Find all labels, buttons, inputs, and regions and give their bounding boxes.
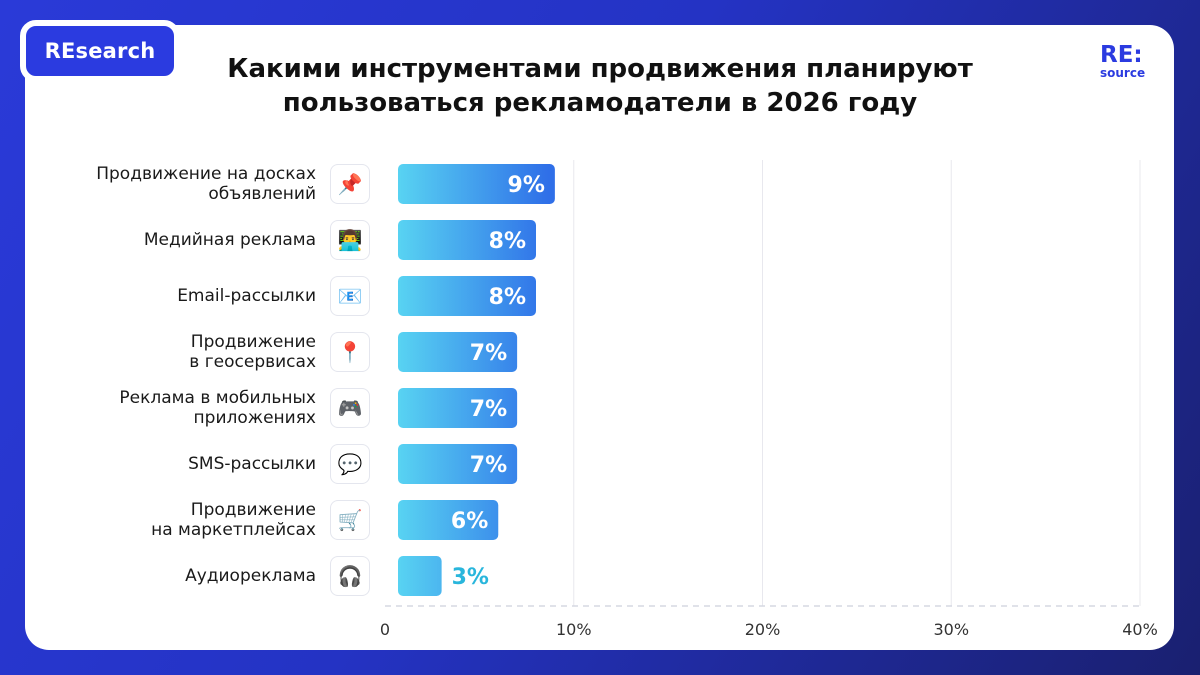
category-label: Email-рассылки [16,286,316,306]
category-label-line: Реклама в мобильных [119,388,316,408]
bar-value-label: 8% [489,229,526,254]
research-badge-label: REsearch [44,39,156,63]
bar-value-label: 7% [470,397,507,422]
category-label-line: SMS-рассылки [188,454,316,474]
category-label: Реклама в мобильных приложениях [16,388,316,428]
chart-title: Какими инструментами продвижения планиру… [200,52,1000,120]
category-label: SMS-рассылки [16,454,316,474]
shopping-cart-icon: 🛒 [330,500,370,540]
bar-value-label: 7% [470,453,507,478]
bar-value-label: 6% [451,509,488,534]
category-label-line: на маркетплейсах [151,520,316,540]
bar-8 [398,556,442,596]
chart-card [25,25,1174,650]
category-label-line: Продвижение на досках [96,164,316,184]
technologist-icon: 👨‍💻 [330,220,370,260]
map-pin-icon: 📍 [330,332,370,372]
bar-1 [398,164,555,204]
research-badge: REsearch [20,20,180,82]
category-label-line: Продвижение [190,332,316,352]
x-tick-label: 10% [556,620,592,639]
x-tick-label: 30% [933,620,969,639]
category-label-line: объявлений [208,184,316,204]
chart-title-line-2: пользоваться рекламодатели в 2026 году [282,88,918,118]
x-tick-label: 40% [1122,620,1158,639]
x-tick-label: 20% [745,620,781,639]
category-label-line: Медийная реклама [143,230,316,250]
category-label-line: в геосервисах [189,352,316,372]
speech-bubble-icon: 💬 [330,444,370,484]
bar-value-label: 8% [489,285,526,310]
bar-7 [398,500,499,540]
gamepad-icon: 🎮 [330,388,370,428]
category-label: Продвижение на досках объявлений [16,164,316,204]
bar-3 [398,276,536,316]
category-label: Продвижение в геосервисах [16,332,316,372]
category-label-line: Email-рассылки [177,286,316,306]
category-label: Аудиореклама [16,566,316,586]
resource-logo: RE: source [1100,42,1156,80]
bar-value-label: 9% [508,173,545,198]
pushpin-icon: 📌 [330,164,370,204]
category-label: Продвижение на маркетплейсах [16,500,316,540]
category-label-line: Продвижение [190,500,316,520]
bar-2 [398,220,536,260]
x-tick-label: 0 [380,620,390,639]
bar-6 [398,444,518,484]
category-label-line: приложениях [193,408,316,428]
logo-line-1: RE: [1100,42,1143,68]
bar-5 [398,388,518,428]
chart-title-line-1: Какими инструментами продвижения планиру… [227,54,973,84]
category-label-line: Аудиореклама [185,566,316,586]
headphones-icon: 🎧 [330,556,370,596]
bar-value-label: 7% [470,341,507,366]
bar-4 [398,332,518,372]
envelope-icon: 📧 [330,276,370,316]
category-label: Медийная реклама [16,230,316,250]
logo-line-2: source [1100,66,1146,80]
bar-value-label: 3% [452,565,489,590]
